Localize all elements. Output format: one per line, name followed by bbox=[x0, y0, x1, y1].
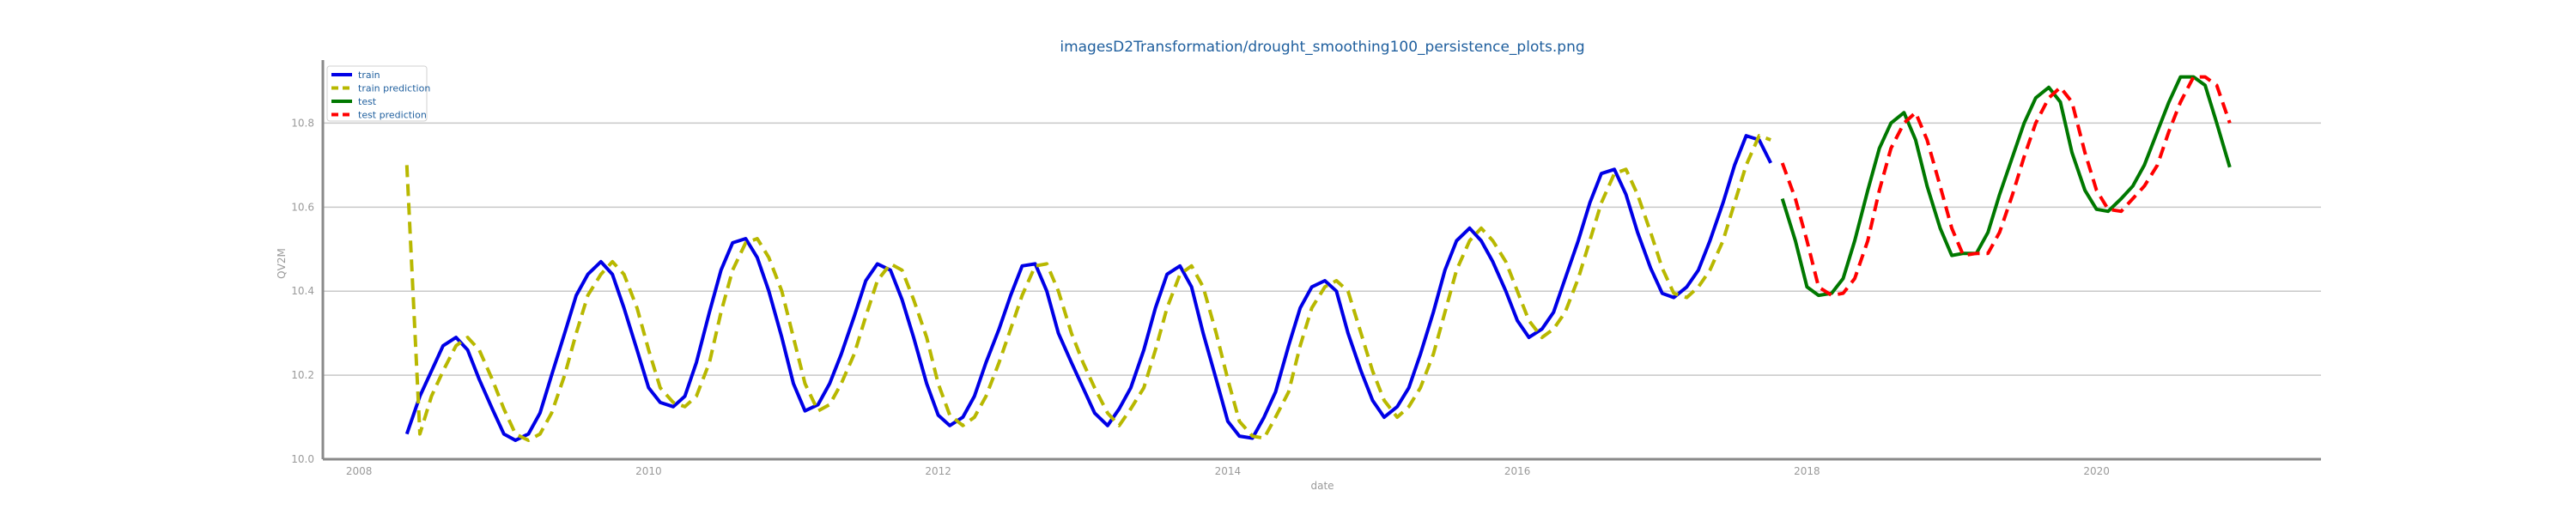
legend-box bbox=[326, 65, 428, 122]
x-tick-label: 2018 bbox=[1794, 465, 1820, 477]
x-tick-label: 2014 bbox=[1215, 465, 1242, 477]
series-lines bbox=[404, 75, 2232, 442]
y-tick-label: 10.2 bbox=[291, 369, 314, 381]
tick-labels: 10.0 10.2 10.4 10.6 10.8 2008 2010 2012 2014 2016… bbox=[291, 117, 2110, 477]
legend-label: train bbox=[358, 70, 380, 81]
x-tick-label: 2020 bbox=[2083, 465, 2110, 477]
x-tick-label: 2010 bbox=[635, 465, 662, 477]
y-tick-label: 10.0 bbox=[291, 453, 314, 465]
x-tick-label: 2016 bbox=[1504, 465, 1531, 477]
x-tick-label: 2008 bbox=[346, 465, 373, 477]
series-line-test-prediction bbox=[1780, 75, 2232, 298]
y-tick-label: 10.6 bbox=[291, 201, 314, 213]
y-axis-label: QV2M bbox=[276, 248, 288, 279]
chart-title: imagesD2Transformation/drought_smoothing… bbox=[1060, 39, 1584, 56]
axes bbox=[321, 60, 2321, 461]
series-line-train bbox=[404, 134, 1772, 442]
legend-label: train prediction bbox=[358, 83, 430, 94]
x-axis-label: date bbox=[1310, 480, 1334, 492]
series-line-train-prediction bbox=[404, 134, 1771, 442]
y-tick-label: 10.4 bbox=[291, 285, 314, 297]
series-line-test bbox=[1780, 75, 2232, 298]
y-tick-label: 10.8 bbox=[291, 117, 314, 129]
legend: train train prediction test test prediction bbox=[326, 65, 430, 122]
legend-label: test prediction bbox=[358, 110, 427, 121]
legend-label: test bbox=[358, 96, 377, 107]
x-tick-label: 2012 bbox=[925, 465, 951, 477]
